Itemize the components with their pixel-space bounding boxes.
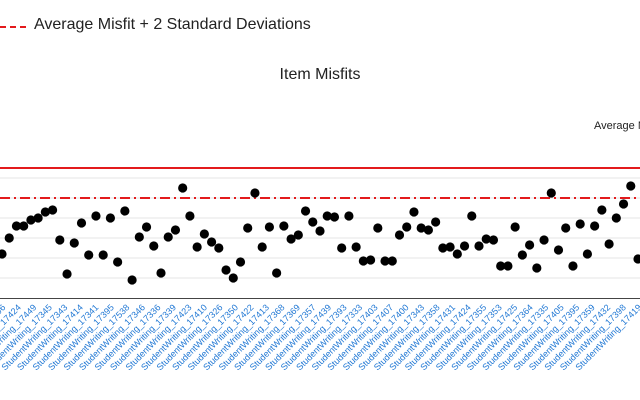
data-point[interactable] bbox=[358, 256, 368, 266]
data-point[interactable] bbox=[62, 269, 72, 279]
data-points bbox=[0, 181, 640, 285]
data-point[interactable] bbox=[221, 265, 231, 275]
data-point[interactable] bbox=[394, 230, 405, 240]
data-point[interactable] bbox=[127, 275, 137, 285]
data-point[interactable] bbox=[597, 205, 607, 215]
data-point[interactable] bbox=[105, 213, 116, 223]
data-point[interactable] bbox=[76, 218, 87, 228]
data-point[interactable] bbox=[272, 268, 282, 278]
data-point[interactable] bbox=[279, 221, 289, 231]
data-point[interactable] bbox=[322, 211, 332, 221]
data-point[interactable] bbox=[120, 206, 130, 216]
x-tick-labels: StudentWriting_17396StudentWriting_17424… bbox=[0, 302, 640, 372]
average-annotation: Average M bbox=[594, 120, 640, 132]
data-point[interactable] bbox=[293, 230, 303, 240]
data-point[interactable] bbox=[19, 221, 29, 231]
data-point[interactable] bbox=[141, 222, 152, 232]
data-point[interactable] bbox=[517, 250, 527, 260]
data-point[interactable] bbox=[170, 225, 181, 235]
data-point[interactable] bbox=[11, 221, 22, 231]
data-point[interactable] bbox=[373, 223, 383, 233]
data-point[interactable] bbox=[532, 263, 542, 273]
data-point[interactable] bbox=[618, 199, 629, 209]
data-point[interactable] bbox=[459, 241, 470, 251]
data-point[interactable] bbox=[438, 243, 448, 253]
data-point[interactable] bbox=[228, 273, 238, 283]
data-point[interactable] bbox=[264, 222, 275, 232]
data-point[interactable] bbox=[503, 261, 513, 271]
data-point[interactable] bbox=[344, 211, 354, 221]
data-point[interactable] bbox=[582, 249, 593, 259]
data-point[interactable] bbox=[47, 205, 58, 215]
data-point[interactable] bbox=[329, 212, 340, 222]
data-point[interactable] bbox=[84, 250, 94, 260]
legend-label: Average Misfit + 2 Standard Deviations bbox=[34, 16, 311, 33]
data-point[interactable] bbox=[113, 257, 123, 267]
data-point[interactable] bbox=[416, 223, 426, 233]
data-point[interactable] bbox=[315, 226, 325, 236]
data-point[interactable] bbox=[4, 233, 14, 243]
data-point[interactable] bbox=[488, 235, 499, 245]
data-point[interactable] bbox=[380, 256, 390, 266]
data-point[interactable] bbox=[206, 237, 217, 247]
chart-title: Item Misfits bbox=[279, 66, 361, 83]
data-point[interactable] bbox=[257, 242, 267, 252]
data-point[interactable] bbox=[69, 238, 79, 248]
data-point[interactable] bbox=[553, 245, 564, 255]
data-point[interactable] bbox=[156, 268, 166, 278]
data-point[interactable] bbox=[633, 254, 640, 264]
data-point[interactable] bbox=[445, 242, 455, 252]
data-point[interactable] bbox=[524, 240, 535, 250]
data-point[interactable] bbox=[214, 243, 224, 253]
legend-swatch bbox=[0, 26, 26, 28]
data-point[interactable] bbox=[611, 213, 621, 223]
data-point[interactable] bbox=[300, 206, 311, 216]
reference-lines bbox=[0, 167, 640, 199]
data-point[interactable] bbox=[365, 255, 376, 265]
data-point[interactable] bbox=[351, 242, 361, 252]
data-point[interactable] bbox=[452, 249, 462, 259]
data-point[interactable] bbox=[163, 232, 173, 242]
data-point[interactable] bbox=[481, 234, 491, 244]
data-point[interactable] bbox=[409, 207, 419, 217]
data-point[interactable] bbox=[26, 215, 36, 225]
data-point[interactable] bbox=[55, 235, 65, 245]
data-point[interactable] bbox=[546, 188, 556, 198]
data-point[interactable] bbox=[235, 257, 246, 267]
data-point[interactable] bbox=[496, 261, 506, 271]
data-point[interactable] bbox=[510, 222, 520, 232]
data-point[interactable] bbox=[91, 211, 101, 221]
data-point[interactable] bbox=[33, 213, 43, 223]
data-point[interactable] bbox=[0, 249, 7, 259]
data-point[interactable] bbox=[467, 211, 477, 221]
data-point[interactable] bbox=[149, 241, 159, 251]
data-point[interactable] bbox=[387, 256, 397, 266]
data-point[interactable] bbox=[337, 243, 347, 253]
data-point[interactable] bbox=[575, 219, 585, 229]
data-point[interactable] bbox=[431, 217, 441, 227]
data-point[interactable] bbox=[40, 207, 50, 217]
data-point[interactable] bbox=[199, 229, 209, 239]
data-point[interactable] bbox=[178, 183, 188, 193]
data-point[interactable] bbox=[98, 250, 108, 260]
data-point[interactable] bbox=[474, 241, 484, 251]
data-point[interactable] bbox=[604, 239, 614, 249]
data-point[interactable] bbox=[423, 225, 434, 235]
data-point[interactable] bbox=[561, 223, 571, 233]
data-point[interactable] bbox=[250, 188, 260, 198]
data-point[interactable] bbox=[243, 223, 253, 233]
data-point[interactable] bbox=[134, 232, 144, 242]
data-point[interactable] bbox=[539, 235, 549, 245]
data-point[interactable] bbox=[626, 181, 636, 191]
data-point[interactable] bbox=[590, 221, 600, 231]
data-point[interactable] bbox=[286, 234, 296, 244]
data-point[interactable] bbox=[192, 242, 202, 252]
data-point[interactable] bbox=[402, 222, 412, 232]
data-point[interactable] bbox=[185, 211, 195, 221]
data-point[interactable] bbox=[308, 217, 318, 227]
data-point[interactable] bbox=[568, 261, 578, 271]
